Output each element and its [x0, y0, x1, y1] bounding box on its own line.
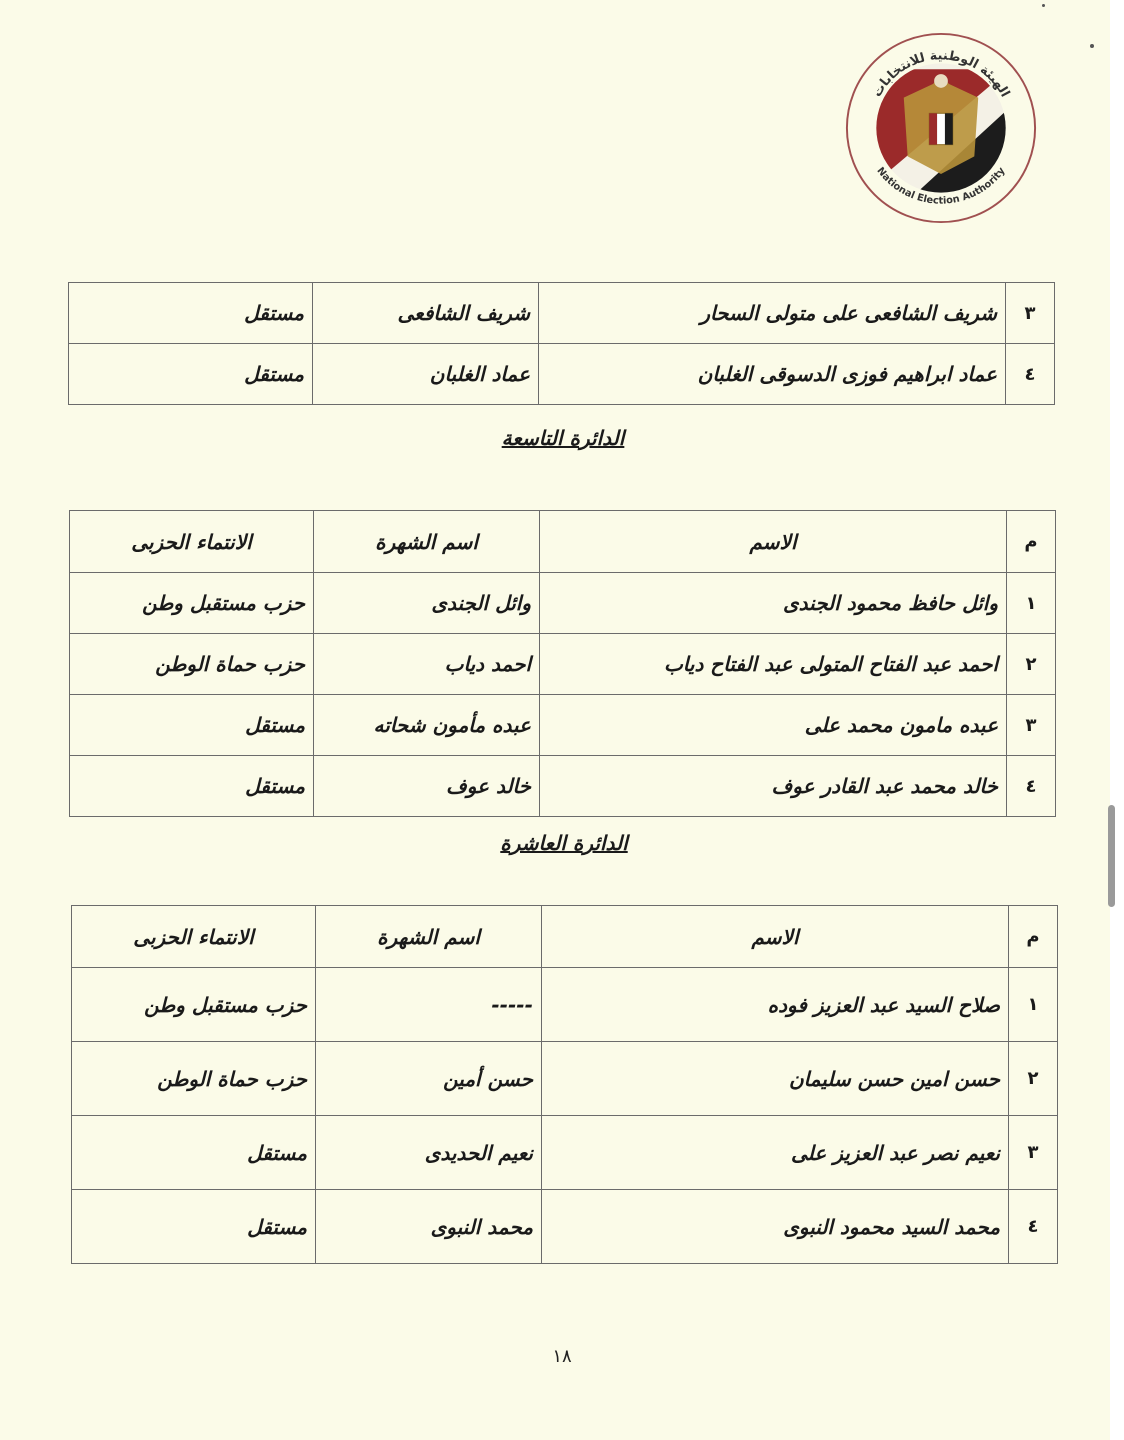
cell-num: ٣: [1008, 1115, 1058, 1190]
cell-num: ١: [1006, 572, 1056, 634]
cell-num: ١: [1008, 967, 1058, 1042]
column-header-num: م: [1008, 905, 1058, 968]
table-row: ٢ حسن امين حسن سليمان حسن أمين حزب حماة الو…: [71, 1041, 1058, 1116]
cell-alias: محمد النبوى: [315, 1189, 542, 1264]
page-number: ١٨: [552, 1346, 572, 1367]
cell-alias: حسن أمين: [315, 1041, 542, 1116]
cell-party: مستقل: [68, 343, 313, 405]
cell-num: ٤: [1005, 343, 1055, 405]
cell-party: مستقل: [69, 694, 314, 756]
table-row: ٤ عماد ابراهيم فوزى الدسوقى الغلبان عماد ا…: [68, 343, 1055, 405]
column-header-name: الاسم: [541, 905, 1009, 968]
national-election-authority-logo: الهيئة الوطنية للانتخابات National Elect…: [845, 32, 1037, 224]
table-row: ٣ عبده مامون محمد على عبده مأمون شحاته مستق…: [69, 694, 1056, 756]
cell-alias: نعيم الحديدى: [315, 1115, 542, 1190]
scan-speck: [1090, 44, 1094, 48]
cell-name: حسن امين حسن سليمان: [541, 1041, 1009, 1116]
column-header-party: الانتماء الحزبى: [71, 905, 316, 968]
cell-name: عماد ابراهيم فوزى الدسوقى الغلبان: [538, 343, 1006, 405]
cell-party: مستقل: [71, 1115, 316, 1190]
cell-alias: وائل الجندى: [313, 572, 540, 634]
section-heading-10th-district: الدائرة العاشرة: [500, 831, 628, 855]
cell-alias: عبده مأمون شحاته: [313, 694, 540, 756]
cell-party: حزب حماة الوطن: [69, 633, 314, 695]
cell-alias: -----: [315, 967, 542, 1042]
cell-num: ٢: [1006, 633, 1056, 695]
cell-num: ٤: [1006, 755, 1056, 817]
cell-num: ٢: [1008, 1041, 1058, 1116]
cell-name: نعيم نصر عبد العزيز على: [541, 1115, 1009, 1190]
cell-party: حزب حماة الوطن: [71, 1041, 316, 1116]
cell-name: خالد محمد عبد القادر عوف: [539, 755, 1007, 817]
cell-party: حزب مستقبل وطن: [71, 967, 316, 1042]
cell-num: ٣: [1005, 282, 1055, 344]
cell-name: محمد السيد محمود النبوى: [541, 1189, 1009, 1264]
cell-name: احمد عبد الفتاح المتولى عبد الفتاح دياب: [539, 633, 1007, 695]
table-row: ٣ نعيم نصر عبد العزيز على نعيم الحديدى مستق…: [71, 1115, 1058, 1190]
table-row: ٣ شريف الشافعى على متولى السحار شريف الشاف…: [68, 282, 1055, 344]
table-row: ٢ احمد عبد الفتاح المتولى عبد الفتاح دياب…: [69, 633, 1056, 695]
cell-num: ٤: [1008, 1189, 1058, 1264]
cell-party: حزب مستقبل وطن: [69, 572, 314, 634]
scan-speck: [1042, 4, 1045, 7]
candidates-table-10th-district: م الاسم اسم الشهرة الانتماء الحزبى ١ صلاح الس…: [71, 905, 1058, 1264]
column-header-num: م: [1006, 510, 1056, 573]
cell-name: وائل حافظ محمود الجندى: [539, 572, 1007, 634]
column-header-name: الاسم: [539, 510, 1007, 573]
section-heading-9th-district: الدائرة التاسعة: [501, 426, 625, 450]
table-header-row: م الاسم اسم الشهرة الانتماء الحزبى: [71, 905, 1058, 968]
table-row: ٤ خالد محمد عبد القادر عوف خالد عوف مستقل: [69, 755, 1056, 817]
cell-name: صلاح السيد عبد العزيز فوده: [541, 967, 1009, 1042]
table-row: ٤ محمد السيد محمود النبوى محمد النبوى مستقل: [71, 1189, 1058, 1264]
cell-num: ٣: [1006, 694, 1056, 756]
column-header-party: الانتماء الحزبى: [69, 510, 314, 573]
candidates-table-9th-district: م الاسم اسم الشهرة الانتماء الحزبى ١ وائل حاف…: [69, 510, 1056, 817]
cell-alias: عماد الغلبان: [312, 343, 539, 405]
cell-party: مستقل: [71, 1189, 316, 1264]
cell-alias: احمد دياب: [313, 633, 540, 695]
candidates-table-continued: ٣ شريف الشافعى على متولى السحار شريف الشاف…: [68, 282, 1055, 405]
table-header-row: م الاسم اسم الشهرة الانتماء الحزبى: [69, 510, 1056, 573]
table-row: ١ وائل حافظ محمود الجندى وائل الجندى حزب مس…: [69, 572, 1056, 634]
table-row: ١ صلاح السيد عبد العزيز فوده ----- حزب مستق…: [71, 967, 1058, 1042]
cell-name: شريف الشافعى على متولى السحار: [538, 282, 1006, 344]
column-header-alias: اسم الشهرة: [313, 510, 540, 573]
cell-party: مستقل: [69, 755, 314, 817]
cell-alias: خالد عوف: [313, 755, 540, 817]
vertical-scrollbar[interactable]: [1108, 805, 1115, 907]
eagle-emblem-icon: [903, 74, 979, 175]
column-header-alias: اسم الشهرة: [315, 905, 542, 968]
cell-name: عبده مامون محمد على: [539, 694, 1007, 756]
cell-party: مستقل: [68, 282, 313, 344]
cell-alias: شريف الشافعى: [312, 282, 539, 344]
